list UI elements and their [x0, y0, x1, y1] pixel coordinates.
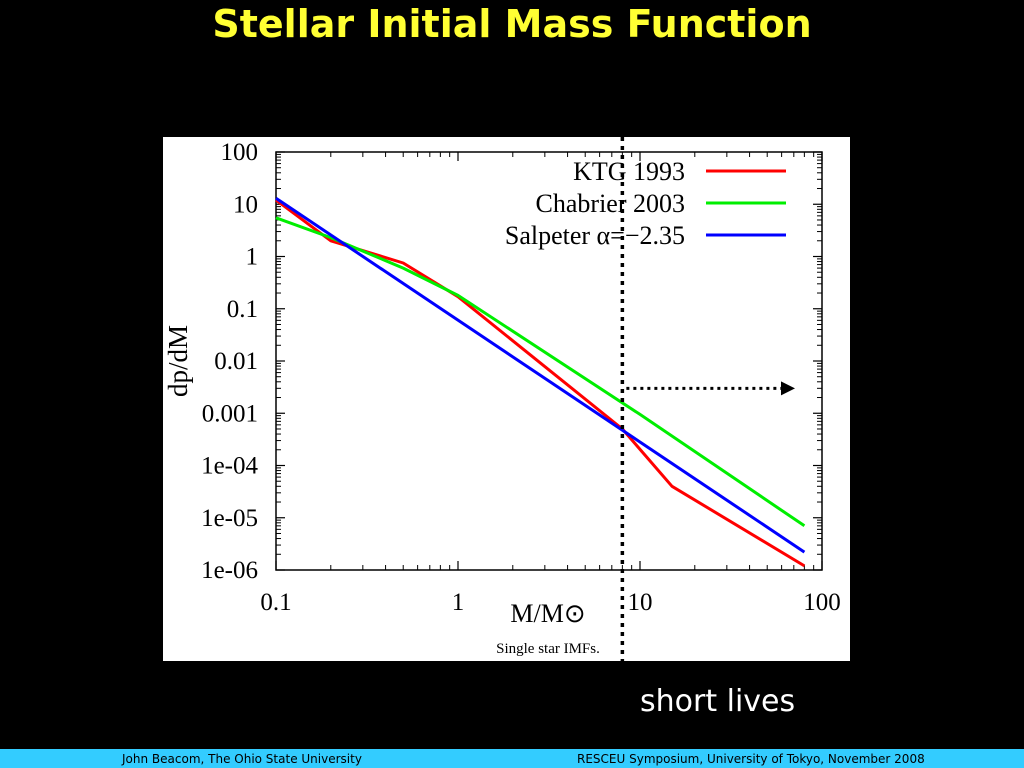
y-tick-label: 1	[246, 244, 259, 271]
y-tick-label: 1e-04	[201, 453, 258, 480]
collapse-annotation: collapse	[634, 328, 758, 363]
y-tick-label: 0.1	[227, 296, 258, 323]
footer-event: RESCEU Symposium, University of Tokyo, N…	[577, 752, 925, 766]
x-tick-label: 1	[452, 589, 465, 616]
arrow-head	[781, 381, 795, 396]
legend-label: Chabrier 2003	[536, 189, 685, 218]
y-tick-label: 10	[233, 191, 258, 218]
legend-label: KTG 1993	[573, 157, 685, 186]
series-line-1	[275, 198, 806, 568]
short-lives-annotation: short lives	[640, 684, 796, 719]
footer-author: John Beacom, The Ohio State University	[122, 752, 362, 766]
chart-panel: 1e-06 1e-05 1e-04 0.001 0.01 0.1 1 10 100 0.1 1 10 1…	[163, 137, 850, 661]
x-tick-label: 10	[628, 589, 653, 616]
x-tick-label: 100	[803, 589, 841, 616]
y-tick-label: 1e-05	[201, 505, 258, 532]
y-tick-label: 1e-06	[201, 557, 258, 584]
slide-title: Stellar Initial Mass Function	[212, 2, 812, 46]
y-axis-label: dp/dM	[163, 325, 193, 397]
series-line-3	[275, 197, 806, 554]
core-annotation: core	[634, 282, 699, 317]
series-line-2	[275, 216, 806, 528]
x-axis-label: M/M⊙	[510, 599, 585, 628]
footer-bar: John Beacom, The Ohio State University R…	[0, 749, 1024, 768]
y-tick-label: 0.001	[202, 400, 258, 427]
x-tick-label: 0.1	[260, 589, 291, 616]
legend-label: Salpeter α=−2.35	[505, 221, 685, 250]
y-tick-label: 100	[221, 139, 259, 166]
y-tick-label: 0.01	[214, 348, 258, 375]
chart-caption: Single star IMFs.	[496, 641, 600, 657]
imf-chart: 1e-06 1e-05 1e-04 0.001 0.01 0.1 1 10 100 0.1 1 10 1…	[163, 137, 841, 661]
